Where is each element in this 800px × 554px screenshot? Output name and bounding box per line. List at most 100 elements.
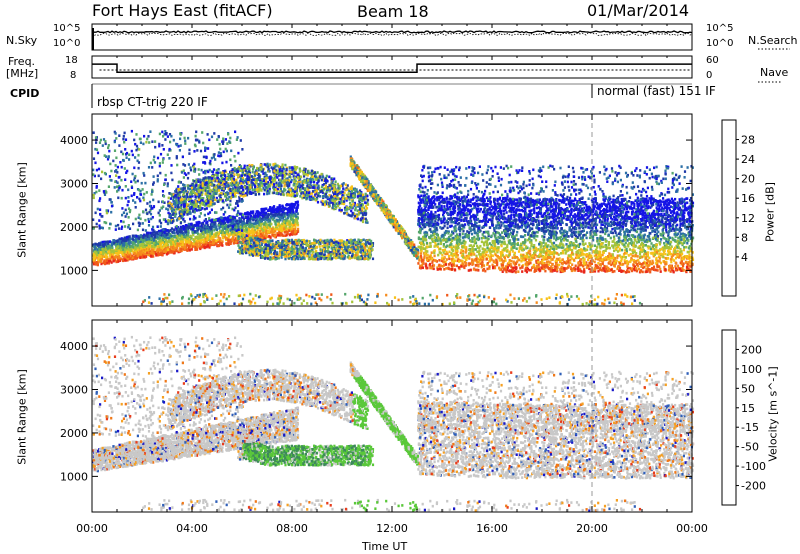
power-point <box>235 225 237 228</box>
power-point <box>224 211 226 214</box>
power-point <box>282 211 284 214</box>
power-point <box>163 148 165 151</box>
power-point <box>138 236 140 239</box>
power-point <box>168 192 170 195</box>
power-point <box>228 225 230 228</box>
power-point <box>124 259 126 262</box>
power-point <box>98 175 100 178</box>
power-point <box>160 225 162 228</box>
power-point <box>141 182 143 185</box>
power-point <box>207 242 209 245</box>
power-point <box>321 179 323 182</box>
power-point <box>236 200 238 203</box>
power-point <box>183 226 185 229</box>
power-point <box>159 244 161 247</box>
power-point <box>312 178 314 181</box>
power-point <box>100 255 102 258</box>
power-point <box>146 243 148 246</box>
power-point <box>151 207 153 210</box>
power-point <box>127 226 129 229</box>
power-point <box>225 237 227 240</box>
power-point <box>138 214 140 217</box>
power-point <box>127 238 129 241</box>
power-point <box>105 222 107 225</box>
power-point <box>127 248 129 251</box>
power-point <box>139 256 141 259</box>
power-point <box>334 191 336 194</box>
power-point <box>272 209 274 212</box>
power-point <box>145 141 147 144</box>
power-point <box>207 133 209 136</box>
power-point <box>228 234 230 237</box>
power-point <box>98 168 100 171</box>
power-point <box>166 132 168 135</box>
power-point <box>293 214 295 217</box>
power-point <box>163 234 165 237</box>
power-point <box>132 238 134 241</box>
power-point <box>257 229 259 232</box>
power-point <box>109 163 111 166</box>
power-point <box>132 235 134 238</box>
power-point <box>142 229 144 232</box>
power-point <box>277 234 279 237</box>
power-point <box>195 131 197 134</box>
power-point <box>213 226 215 229</box>
power-point <box>307 189 309 192</box>
power-point <box>223 151 225 154</box>
power-point <box>143 199 145 202</box>
power-point <box>229 200 231 203</box>
power-point <box>254 215 256 218</box>
power-point <box>170 164 172 167</box>
power-point <box>195 237 197 240</box>
power-point <box>187 137 189 140</box>
power-point <box>252 219 254 222</box>
power-point <box>151 245 153 248</box>
power-point <box>270 213 272 216</box>
power-point <box>107 245 109 248</box>
power-point <box>100 258 102 261</box>
power-point <box>283 185 285 188</box>
power-point <box>351 190 353 193</box>
power-point <box>229 242 231 245</box>
power-point <box>229 137 231 140</box>
power-point <box>146 213 148 216</box>
power-point <box>117 245 119 248</box>
power-point <box>182 183 184 186</box>
power-point <box>147 232 149 235</box>
power-point <box>115 174 117 177</box>
power-point <box>143 193 145 196</box>
power-point <box>154 146 156 149</box>
power-point <box>279 206 281 209</box>
power-point <box>226 231 228 234</box>
power-point <box>213 184 215 187</box>
power-point <box>221 217 223 220</box>
power-point <box>106 259 108 262</box>
power-point <box>124 167 126 170</box>
power-point <box>196 227 198 230</box>
power-point <box>271 228 273 231</box>
power-point <box>162 135 164 138</box>
power-point <box>187 177 189 180</box>
power-point <box>269 170 271 173</box>
power-point <box>256 225 258 228</box>
power-point <box>198 173 200 176</box>
power-point <box>134 246 136 249</box>
power-point <box>110 179 112 182</box>
power-point <box>313 181 315 184</box>
power-point <box>261 220 263 223</box>
power-point <box>184 137 186 140</box>
power-point <box>226 204 228 207</box>
power-point <box>160 249 162 252</box>
power-point <box>148 220 150 223</box>
power-point <box>183 176 185 179</box>
power-point <box>132 257 134 260</box>
power-point <box>157 175 159 178</box>
power-point <box>211 220 213 223</box>
power-point <box>181 171 183 174</box>
power-point <box>276 219 278 222</box>
power-point <box>194 224 196 227</box>
power-point <box>154 234 156 237</box>
power-point <box>222 219 224 222</box>
power-point <box>217 172 219 175</box>
power-point <box>145 237 147 240</box>
